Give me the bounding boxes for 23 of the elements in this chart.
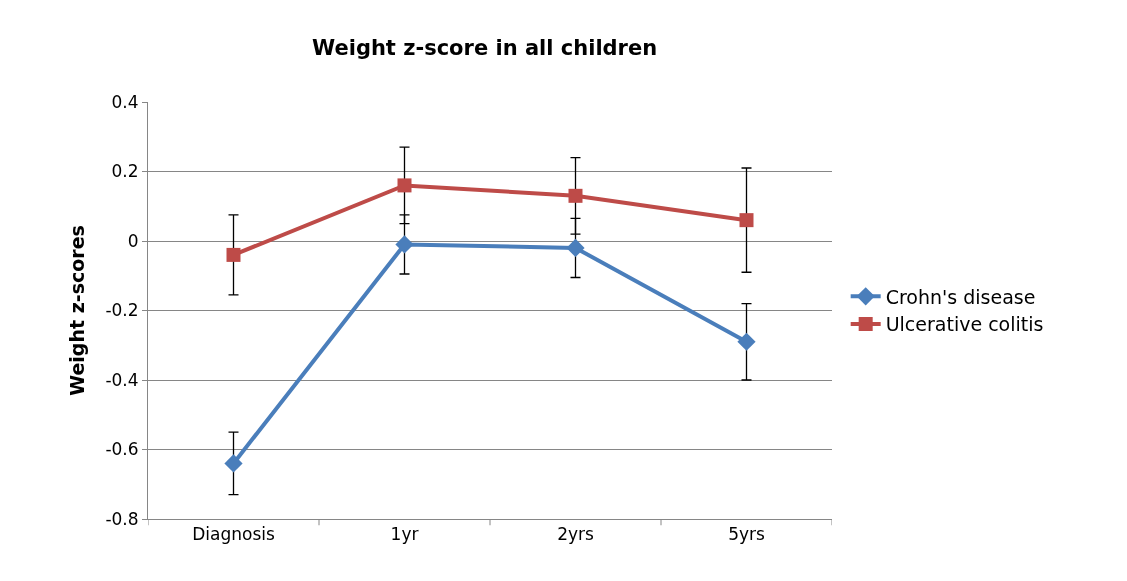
y-tick-label: -0.6 bbox=[105, 439, 139, 460]
y-tick-label: -0.8 bbox=[105, 508, 139, 529]
y-tick-label: 0.2 bbox=[111, 161, 139, 182]
x-tick-label: 2yrs bbox=[557, 524, 594, 545]
point bbox=[224, 454, 243, 473]
point bbox=[737, 332, 756, 351]
point bbox=[395, 235, 414, 254]
x-tick-label: 1yr bbox=[390, 524, 419, 545]
point bbox=[397, 178, 412, 193]
y-axis-title: Weight z-scores bbox=[66, 225, 89, 396]
x-tick-label: Diagnosis bbox=[192, 524, 275, 545]
chart-title: Weight z-score in all children bbox=[312, 36, 658, 61]
point bbox=[568, 188, 583, 203]
y-tick-label: 0.4 bbox=[111, 91, 139, 112]
legend-label: Crohn's disease bbox=[885, 285, 1036, 308]
point bbox=[739, 213, 754, 228]
y-tick-label: 0 bbox=[127, 230, 139, 251]
y-tick-label: -0.2 bbox=[105, 300, 139, 321]
y-tick-label: -0.4 bbox=[105, 369, 139, 390]
legend-label: Ulcerative colitis bbox=[885, 313, 1044, 336]
x-tick-label: 5yrs bbox=[728, 524, 765, 545]
point bbox=[226, 247, 241, 262]
point bbox=[566, 238, 585, 258]
